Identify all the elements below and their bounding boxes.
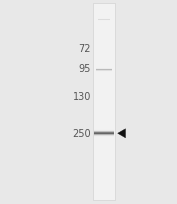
- Bar: [94, 135, 114, 136]
- Bar: [94, 129, 114, 130]
- Text: 250: 250: [73, 129, 91, 139]
- Bar: [94, 137, 114, 138]
- Bar: [94, 132, 114, 133]
- Bar: [94, 133, 114, 134]
- Text: 95: 95: [79, 63, 91, 73]
- Bar: [94, 131, 114, 132]
- Bar: [94, 134, 114, 135]
- FancyBboxPatch shape: [93, 4, 115, 200]
- Text: 130: 130: [73, 92, 91, 102]
- Polygon shape: [118, 129, 125, 138]
- Text: 72: 72: [79, 44, 91, 54]
- Bar: [94, 130, 114, 131]
- Bar: [94, 136, 114, 137]
